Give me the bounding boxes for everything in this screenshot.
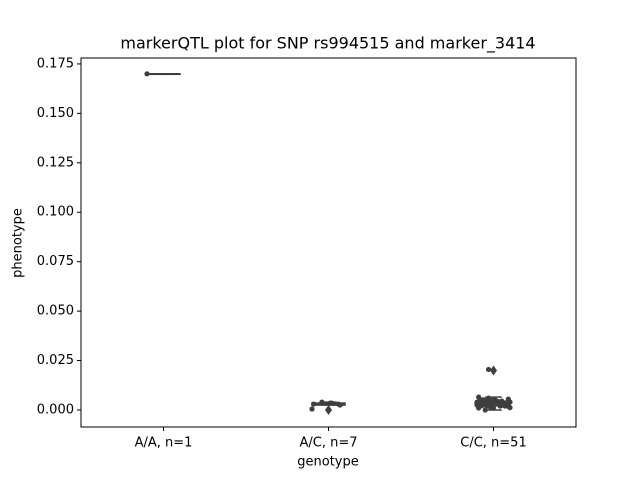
y-tick-label: 0.150 [37,106,74,121]
point [337,402,343,408]
plot-frame [80,57,577,428]
flier [490,365,497,376]
point [485,366,492,373]
point [319,399,325,405]
point [507,405,513,411]
point [502,401,508,407]
point [482,407,488,413]
point [494,400,500,406]
y-tick-label: 0.025 [37,353,74,368]
y-tick-label: 0.075 [37,254,74,269]
chart-title: markerQTL plot for SNP rs994515 and mark… [120,34,535,54]
flier [325,404,332,415]
y-tick-label: 0.050 [37,304,74,319]
point [477,398,483,404]
y-tick-label: 0.125 [37,155,74,170]
point [309,406,315,412]
y-tick-label: 0.100 [37,205,74,220]
y-tick-label: 0.000 [37,402,74,417]
point [490,405,497,411]
x-tick-label: A/A, n=1 [135,436,193,451]
point [476,394,482,400]
point [484,398,490,404]
x-axis-label: genotype [297,455,358,470]
x-tick-label: A/C, n=7 [299,436,357,451]
x-tick-label: C/C, n=51 [460,436,526,451]
y-tick-label: 0.175 [37,56,74,71]
point [311,401,317,407]
point [144,71,150,77]
y-axis-label: phenotype [11,208,26,278]
point [329,400,335,406]
point [479,403,485,409]
